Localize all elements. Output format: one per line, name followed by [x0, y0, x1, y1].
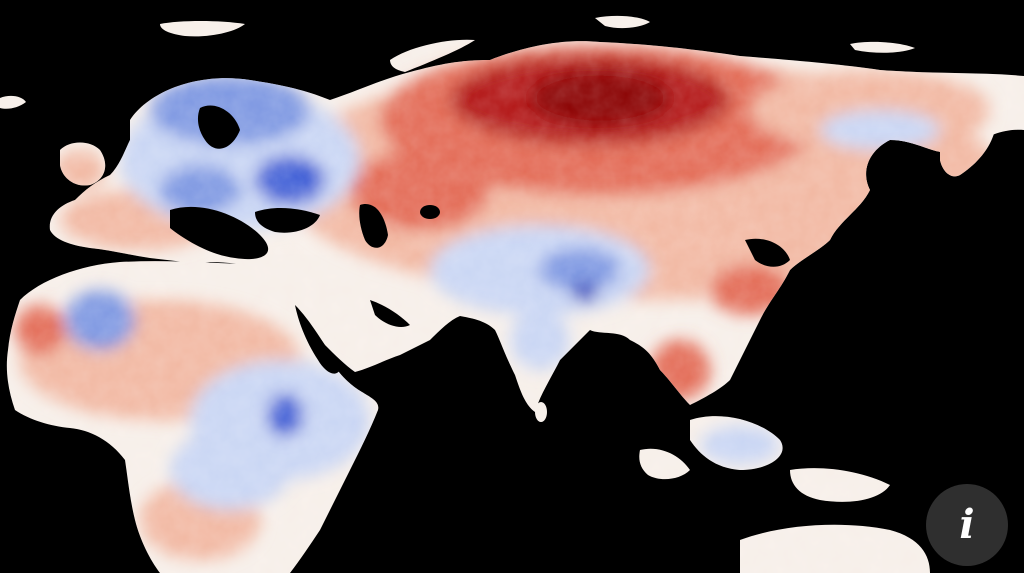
inland-seas	[170, 105, 790, 374]
info-button[interactable]: i	[926, 484, 1008, 566]
info-icon: i	[959, 501, 975, 548]
map-top-edge	[0, 0, 1024, 8]
